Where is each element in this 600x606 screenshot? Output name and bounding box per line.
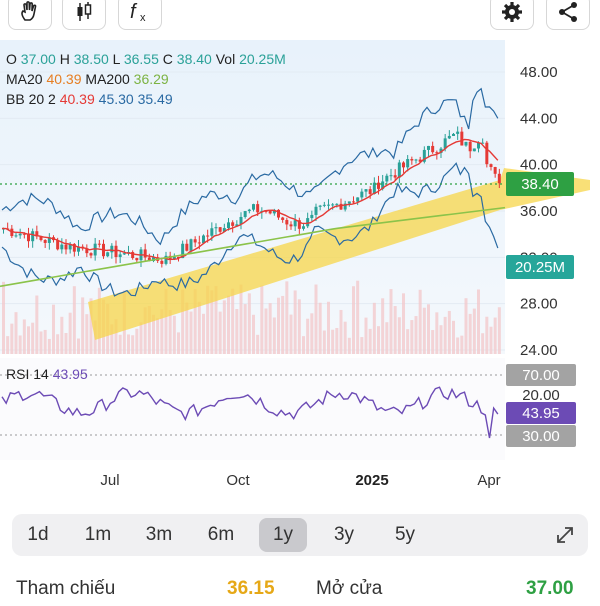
close-value: 38.40 <box>176 51 212 67</box>
ma200-value: 36.29 <box>133 71 169 87</box>
volume-tag-box <box>506 255 574 279</box>
candlestick-icon <box>77 2 92 21</box>
stats-row: Tham chiếu 36.15 Mở cửa 37.00 <box>0 576 600 606</box>
rsi-lower-tag-box <box>506 425 576 447</box>
volume-value: 20.25M <box>239 51 286 67</box>
high-label: H <box>59 51 70 67</box>
top-toolbar: f x <box>0 0 600 34</box>
ohlcv-legend: O 37.00 H 38.50 L 36.55 C 38.40 Vol 20.2… <box>6 50 286 68</box>
candlesticks <box>2 126 501 268</box>
fullscreen-button[interactable] <box>548 518 582 552</box>
timeframe-1d[interactable]: 1d <box>27 524 49 545</box>
low-label: L <box>112 51 120 67</box>
expand-icon <box>557 527 573 543</box>
rsi-value: 43.95 <box>52 366 88 382</box>
highlight-trend-stroke <box>88 168 590 340</box>
open-value: 37.00 <box>20 51 56 67</box>
open-price-label: Mở cửa <box>316 578 383 599</box>
rsi-lower-tag: 30.00 <box>522 428 560 445</box>
ma200-line <box>0 206 506 288</box>
svg-text:f: f <box>130 1 138 23</box>
rsi-upper-tag-box <box>506 364 576 386</box>
price-axis-label: 40.00 <box>520 157 558 174</box>
open-label: O <box>6 51 17 67</box>
bb-lower-value: 35.49 <box>137 91 173 107</box>
share-button[interactable] <box>546 0 590 30</box>
price-axis-label: 28.00 <box>520 296 558 313</box>
price-axis-label: 24.00 <box>520 342 558 359</box>
drawing-hand-icon <box>21 1 37 21</box>
rsi-current-tag: 43.95 <box>522 405 560 422</box>
chart-type-button[interactable] <box>62 0 106 30</box>
bb-middle-value: 45.30 <box>98 91 134 107</box>
volume-tag: 20.25M <box>515 259 565 276</box>
rsi-current-tag-box <box>506 402 576 424</box>
bb-label: BB 20 2 <box>6 91 56 107</box>
rsi-upper-tag: 70.00 <box>522 367 560 384</box>
time-label-oct: Oct <box>226 472 250 489</box>
gear-icon <box>502 2 522 22</box>
ma200-label: MA200 <box>85 71 130 87</box>
time-label-apr: Apr <box>477 472 500 489</box>
rsi-line <box>1 386 499 439</box>
price-axis-label: 36.00 <box>520 203 558 220</box>
bollinger-bands <box>1 87 499 297</box>
price-axis-label: 48.00 <box>520 64 558 81</box>
ma20-label: MA20 <box>6 71 43 87</box>
timeframe-1m[interactable]: 1m <box>84 524 112 545</box>
share-icon <box>559 2 577 22</box>
price-tag-box <box>506 172 574 196</box>
close-label: C <box>162 51 173 67</box>
svg-text:x: x <box>140 12 146 24</box>
reference-label: Tham chiếu <box>16 578 116 599</box>
timeframe-5y[interactable]: 5y <box>394 524 416 545</box>
time-label-2025: 2025 <box>355 472 388 489</box>
rsi-label: RSI 14 <box>6 366 49 382</box>
price-axis-label: 44.00 <box>520 110 558 127</box>
rsi-mid-label: 20.00 <box>522 387 560 404</box>
timeframe-3m[interactable]: 3m <box>145 524 173 545</box>
timeframe-6m[interactable]: 6m <box>207 524 235 545</box>
open-price-value: 37.00 <box>526 578 574 599</box>
time-label-jul: Jul <box>100 472 119 489</box>
indicators-button[interactable]: f x <box>118 0 162 30</box>
timeframe-3y[interactable]: 3y <box>333 524 355 545</box>
settings-button[interactable] <box>490 0 534 30</box>
low-value: 36.55 <box>123 51 159 67</box>
timeframe-selector: 1d 1m 3m 6m 1y 3y 5y <box>12 514 588 556</box>
reference-value: 36.15 <box>227 578 275 599</box>
function-icon: f x <box>130 1 146 24</box>
ma20-value: 40.39 <box>46 71 82 87</box>
price-tag: 38.40 <box>521 176 559 193</box>
bb-upper-value: 40.39 <box>59 91 95 107</box>
high-value: 38.50 <box>73 51 109 67</box>
timeframe-1y[interactable]: 1y <box>259 518 307 552</box>
rsi-legend: RSI 14 43.95 <box>6 365 88 383</box>
volume-label: Vol <box>215 51 236 67</box>
drawing-tool-button[interactable] <box>8 0 52 30</box>
ma-legend: MA20 40.39 MA200 36.29 <box>6 70 169 88</box>
bb-legend: BB 20 2 40.39 45.30 35.49 <box>6 90 173 108</box>
ma20-line <box>1 138 499 261</box>
